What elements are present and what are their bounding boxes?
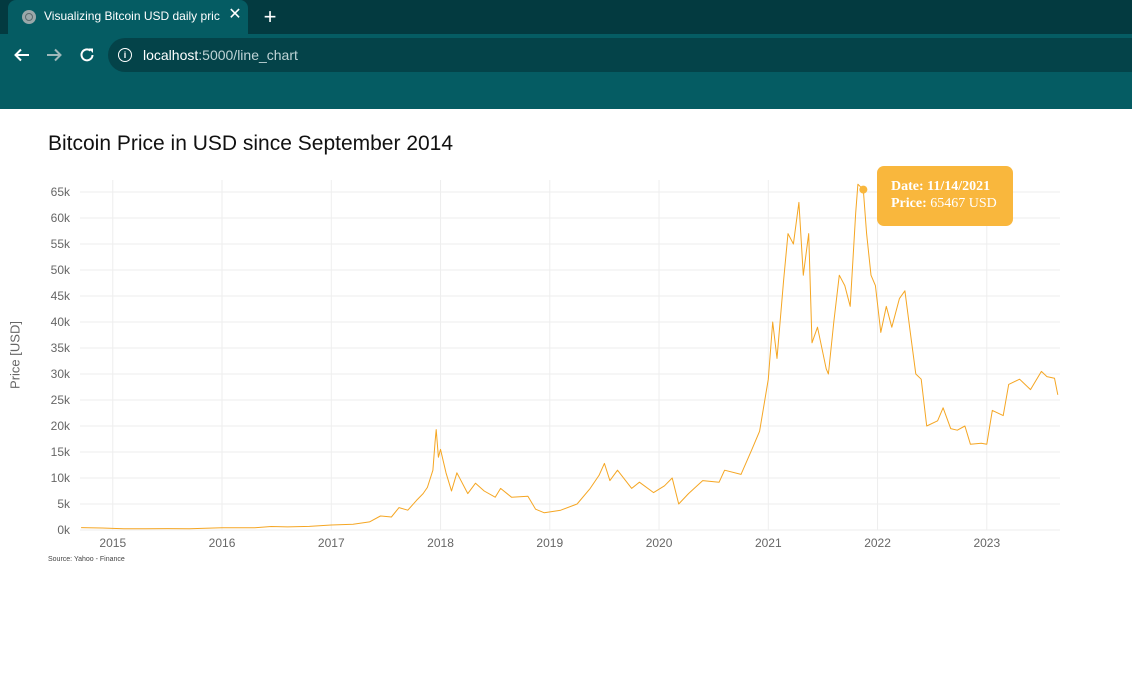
x-tick-label: 2015	[99, 536, 126, 550]
new-tab-icon[interactable]: +	[263, 4, 277, 29]
address-url: localhost:5000/line_chart	[143, 47, 298, 63]
tooltip-date-value: 11/14/2021	[927, 179, 991, 194]
chart-tooltip: Date: 11/14/2021 Price: 65467 USD	[877, 166, 1013, 226]
x-tick-label: 2017	[318, 536, 345, 550]
close-tab-icon[interactable]: ✕	[228, 6, 242, 23]
y-tick-label: 20k	[51, 419, 71, 433]
tooltip-price-value: 65467 USD	[930, 196, 997, 211]
y-tick-label: 15k	[51, 445, 71, 459]
globe-icon	[22, 10, 36, 24]
price-series-line	[81, 183, 1059, 530]
y-axis-ticks: 0k 5k 10k 15k 20k 25k 30k 35k 40k 45k 50k 55k 60k 65k	[51, 185, 71, 537]
y-tick-label: 50k	[51, 263, 71, 277]
address-bar[interactable]: i localhost:5000/line_chart	[108, 38, 1132, 72]
tooltip-price-label: Price:	[891, 196, 927, 211]
x-tick-label: 2018	[427, 536, 454, 550]
y-tick-label: 0k	[57, 523, 71, 537]
back-icon[interactable]	[9, 42, 35, 68]
y-tick-label: 35k	[51, 341, 71, 355]
source-note: Source: Yahoo - Finance	[48, 556, 125, 563]
browser-tab[interactable]: Visualizing Bitcoin USD daily pric ✕	[8, 0, 248, 34]
x-tick-label: 2019	[536, 536, 563, 550]
browser-tab-strip: Visualizing Bitcoin USD daily pric ✕ +	[0, 0, 1132, 34]
highlighted-point	[859, 185, 868, 194]
tooltip-date-label: Date:	[891, 179, 924, 194]
y-tick-label: 60k	[51, 211, 71, 225]
forward-icon[interactable]	[41, 42, 67, 68]
x-tick-label: 2022	[864, 536, 891, 550]
site-info-icon[interactable]: i	[118, 48, 132, 62]
y-tick-label: 40k	[51, 315, 71, 329]
x-axis-ticks: 2015 2016 2017 2018 2019 2020 2021 2022 2023	[99, 536, 1000, 550]
reload-icon[interactable]	[74, 42, 100, 68]
y-tick-label: 45k	[51, 289, 71, 303]
y-tick-label: 65k	[51, 185, 71, 199]
x-tick-label: 2023	[973, 536, 1000, 550]
y-tick-label: 10k	[51, 471, 71, 485]
y-tick-label: 25k	[51, 393, 71, 407]
x-tick-label: 2021	[755, 536, 782, 550]
url-host: localhost	[143, 47, 199, 63]
browser-toolbar: i localhost:5000/line_chart	[0, 34, 1132, 109]
x-tick-label: 2020	[646, 536, 673, 550]
chart-title: Bitcoin Price in USD since September 201…	[48, 132, 454, 155]
url-path: :5000/line_chart	[198, 47, 298, 63]
y-tick-label: 5k	[57, 497, 71, 511]
y-tick-label: 30k	[51, 367, 71, 381]
x-tick-label: 2016	[209, 536, 236, 550]
tab-title: Visualizing Bitcoin USD daily pric	[44, 9, 220, 23]
y-tick-label: 55k	[51, 237, 71, 251]
